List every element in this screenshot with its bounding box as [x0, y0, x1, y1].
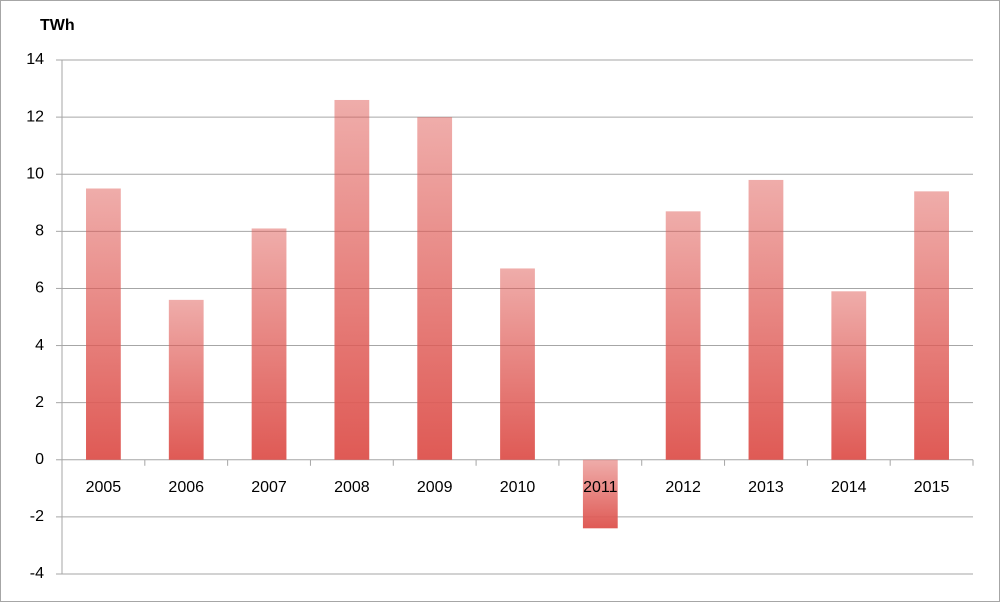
y-tick-label: -4 [30, 565, 44, 582]
x-tick-label: 2012 [665, 479, 701, 496]
y-tick-label: 8 [35, 223, 44, 240]
x-tick-label: 2007 [251, 479, 287, 496]
x-tick-label: 2008 [334, 479, 370, 496]
bar [168, 299, 204, 460]
y-tick-label: 14 [26, 51, 44, 68]
bar [86, 188, 121, 460]
y-tick-label: 2 [35, 394, 44, 411]
x-tick-label: 2005 [86, 479, 122, 496]
y-tick-label: 12 [26, 108, 44, 125]
y-tick-label: 0 [35, 451, 44, 468]
y-axis-label: TWh [40, 17, 75, 34]
y-tick-label: -2 [30, 508, 44, 525]
x-tick-label: 2011 [583, 479, 618, 496]
bar [665, 211, 701, 460]
x-tick-label: 2015 [914, 479, 950, 496]
bar [748, 179, 784, 460]
x-tick-label: 2010 [500, 479, 536, 496]
x-tick-label: 2013 [748, 479, 784, 496]
bar [500, 268, 535, 460]
bar [582, 459, 618, 529]
bar [831, 291, 867, 460]
y-tick-label: 6 [35, 280, 44, 297]
bar [251, 228, 287, 460]
x-tick-label: 2009 [417, 479, 453, 496]
y-tick-label: 4 [35, 337, 44, 354]
bar [334, 99, 370, 460]
x-tick-label: 2006 [168, 479, 204, 496]
bar [417, 117, 453, 460]
x-tick-label: 2014 [831, 479, 867, 496]
y-tick-label: 10 [26, 165, 44, 182]
bar [914, 191, 949, 460]
